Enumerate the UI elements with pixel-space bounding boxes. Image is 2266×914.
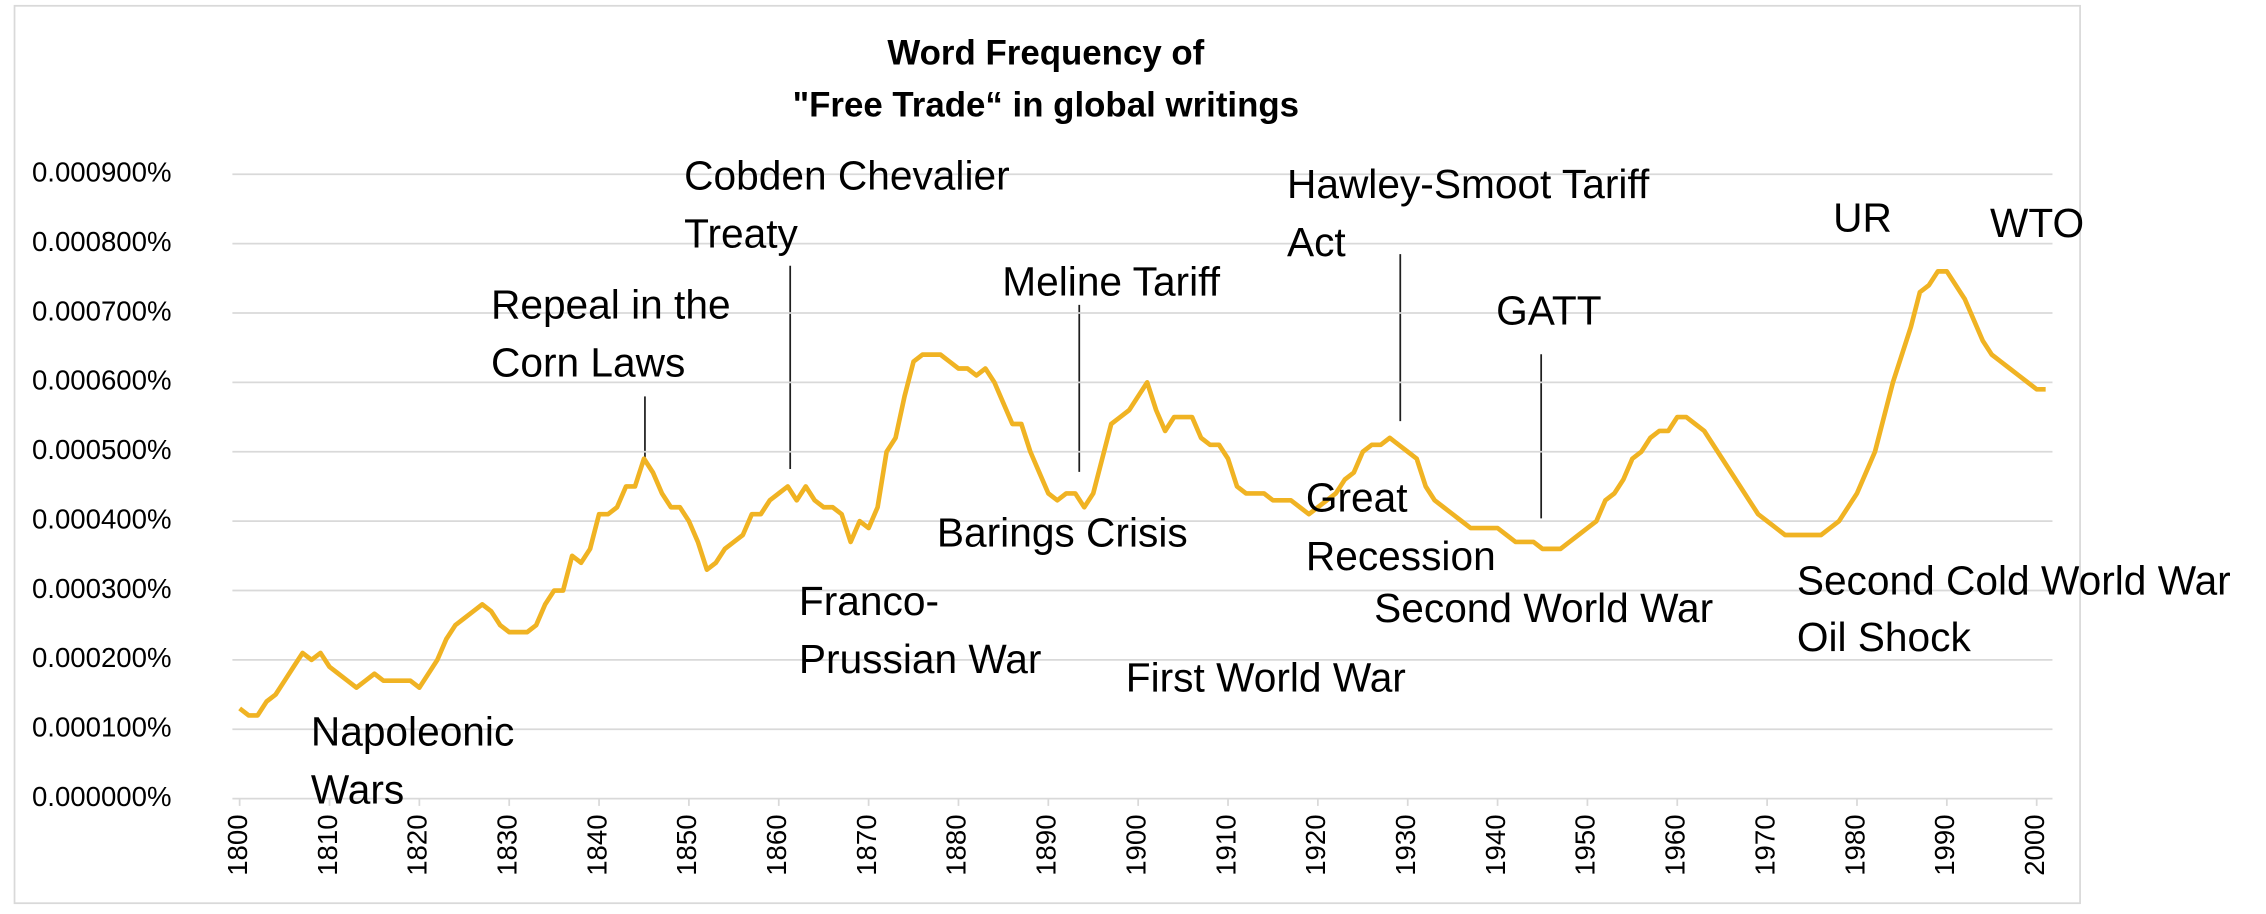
annotation: GATT — [1496, 287, 1601, 333]
x-tick-label: 1930 — [1390, 814, 1421, 875]
annotation: Great — [1306, 475, 1408, 521]
annotation: Corn Laws — [491, 340, 685, 386]
annotation: Second World War — [1374, 585, 1713, 631]
x-tick-label: 1850 — [671, 814, 702, 875]
annotation: Barings Crisis — [937, 510, 1188, 556]
x-tick-label: 1870 — [851, 814, 882, 875]
y-tick-label: 0.000100% — [32, 712, 172, 743]
annotation: First World War — [1126, 655, 1406, 701]
y-tick-label: 0.000300% — [32, 573, 172, 604]
y-tick-label: 0.000500% — [32, 434, 172, 465]
x-tick-label: 1940 — [1480, 814, 1511, 875]
annotation: Second Cold World War — [1797, 557, 2231, 603]
x-tick-label: 2000 — [2019, 814, 2050, 875]
x-tick-label: 1880 — [941, 814, 972, 875]
x-tick-label: 1990 — [1929, 814, 1960, 875]
y-tick-label: 0.000600% — [32, 365, 172, 396]
x-tick-label: 1800 — [222, 814, 253, 875]
x-tick-label: 1950 — [1570, 814, 1601, 875]
y-tick-label: 0.000000% — [32, 781, 172, 812]
x-tick-label: 1820 — [402, 814, 433, 875]
annotation: Wars — [311, 767, 404, 813]
annotation: Hawley-Smoot Tariff — [1287, 161, 1650, 207]
x-tick-label: 1860 — [761, 814, 792, 875]
annotation: Meline Tariff — [1002, 258, 1220, 304]
annotation: Treaty — [684, 210, 798, 256]
annotation: Napoleonic — [311, 708, 514, 754]
annotation: UR — [1833, 194, 1892, 240]
x-tick-label: 1970 — [1749, 814, 1780, 875]
annotation: Recession — [1306, 533, 1496, 579]
y-tick-label: 0.000800% — [32, 226, 172, 257]
y-tick-label: 0.000900% — [32, 157, 172, 188]
x-tick-label: 1830 — [491, 814, 522, 875]
x-tick-label: 1960 — [1660, 814, 1691, 875]
x-tick-label: 1840 — [581, 814, 612, 875]
x-tick-label: 1810 — [312, 814, 343, 875]
y-tick-label: 0.000200% — [32, 642, 172, 673]
chart-frame — [13, 4, 2081, 905]
y-tick-label: 0.000400% — [32, 503, 172, 534]
chart-title: Word Frequency of — [887, 33, 1204, 72]
x-tick-label: 1910 — [1210, 814, 1241, 875]
annotation: Repeal in the — [491, 282, 731, 328]
x-tick-label: 1890 — [1031, 814, 1062, 875]
annotation: Prussian War — [799, 636, 1042, 682]
data-line — [238, 269, 2046, 718]
annotation: WTO — [1990, 200, 2084, 246]
x-tick-label: 1920 — [1300, 814, 1331, 875]
x-tick-label: 1900 — [1120, 814, 1151, 875]
annotation: Franco- — [799, 578, 939, 624]
annotation: Cobden Chevalier — [684, 152, 1010, 198]
x-tick-label: 1980 — [1839, 814, 1870, 875]
annotation: Oil Shock — [1797, 614, 1972, 660]
chart-title: "Free Trade“ in global writings — [793, 86, 1299, 125]
y-tick-label: 0.000700% — [32, 295, 172, 326]
annotation: Act — [1287, 219, 1346, 265]
